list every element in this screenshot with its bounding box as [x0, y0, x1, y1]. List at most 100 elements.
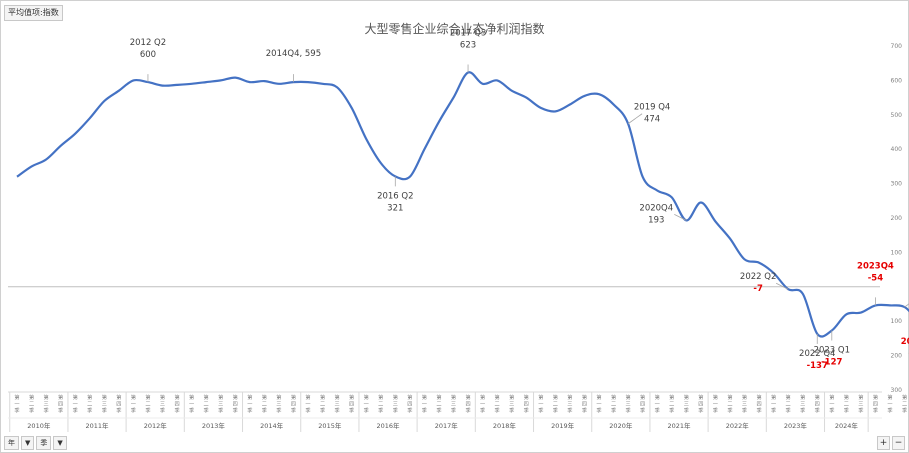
year-label: 2020年: [609, 421, 633, 430]
annotation-label: 2022 Q4: [799, 349, 835, 359]
x-tick-label: 第: [698, 393, 703, 401]
x-tick-label: 第: [378, 393, 383, 401]
x-tick-label: 第: [887, 393, 892, 401]
annotation-label: 600: [140, 50, 156, 60]
x-tick-label: 第: [276, 393, 281, 401]
year-label: 2015年: [318, 421, 342, 430]
x-tick-label: 一: [713, 402, 718, 408]
x-tick-label: 第: [29, 393, 34, 401]
chevron-down-icon[interactable]: ▼: [53, 436, 67, 450]
x-tick-label: 季: [145, 406, 150, 414]
x-tick-label: 季: [276, 406, 281, 414]
x-tick-label: 二: [87, 402, 92, 408]
x-tick-label: 第: [393, 393, 398, 401]
x-tick-label: 第: [509, 393, 514, 401]
year-filter-button[interactable]: 年: [4, 436, 19, 450]
year-label: 2016年: [377, 421, 401, 430]
x-tick-label: 四: [174, 401, 179, 408]
x-tick-label: 四: [233, 401, 238, 408]
expand-button[interactable]: +: [877, 436, 890, 450]
x-tick-label: 季: [189, 406, 194, 414]
filter-icon[interactable]: ▼: [21, 436, 35, 450]
x-tick-label: 第: [160, 393, 165, 401]
x-tick-label: 第: [73, 393, 78, 401]
x-tick-label: 三: [858, 401, 863, 408]
annotation-label: 2014Q4, 595: [266, 49, 321, 59]
x-tick-label: 第: [567, 393, 572, 401]
annotation-leader: [674, 214, 687, 221]
x-tick-label: 第: [291, 393, 296, 401]
x-tick-label: 二: [611, 402, 616, 408]
x-tick-label: 季: [698, 406, 703, 414]
x-tick-label: 季: [160, 406, 165, 414]
year-label: 2023年: [784, 421, 808, 430]
x-tick-label: 二: [320, 402, 325, 408]
x-tick-label: 第: [727, 393, 732, 401]
x-tick-label: 三: [742, 401, 747, 408]
x-tick-label: 一: [538, 402, 543, 408]
x-tick-label: 三: [102, 401, 107, 408]
x-tick-label: 第: [116, 393, 121, 401]
collapse-button[interactable]: −: [892, 436, 905, 450]
x-tick-label: 季: [451, 406, 456, 414]
y-tick-label: 100: [891, 249, 903, 256]
x-tick-label: 二: [378, 402, 383, 408]
x-tick-label: 第: [407, 393, 412, 401]
value-field-button[interactable]: 平均值项:指数: [4, 5, 63, 21]
annotation-label: -137: [807, 361, 828, 371]
x-tick-label: 季: [611, 406, 616, 414]
x-tick-label: 第: [640, 393, 645, 401]
x-tick-label: 三: [800, 401, 805, 408]
x-tick-label: 季: [625, 406, 630, 414]
x-tick-label: 第: [771, 393, 776, 401]
x-tick-label: 一: [14, 402, 19, 408]
x-tick-label: 季: [102, 406, 107, 414]
x-tick-label: 第: [58, 393, 63, 401]
x-tick-label: 季: [553, 406, 558, 414]
annotation-label: 623: [460, 40, 476, 50]
x-tick-label: 季: [567, 406, 572, 414]
x-tick-label: 季: [844, 406, 849, 414]
x-tick-label: 季: [422, 406, 427, 414]
x-tick-label: 一: [596, 402, 601, 408]
annotation-leader: [775, 282, 789, 290]
series-line: [16, 71, 909, 338]
year-label: 2022年: [726, 421, 750, 430]
x-tick-label: 季: [29, 406, 34, 414]
x-tick-label: 三: [276, 401, 281, 408]
x-tick-label: 第: [14, 393, 19, 401]
x-tick-label: 季: [131, 406, 136, 414]
year-label: 2021年: [668, 421, 692, 430]
x-tick-label: 二: [786, 402, 791, 408]
x-tick-label: 第: [669, 393, 674, 401]
quarter-filter-button[interactable]: 季: [36, 436, 52, 450]
x-tick-label: 第: [655, 393, 660, 401]
year-label: 2017年: [435, 421, 459, 430]
year-label: 2011年: [86, 421, 110, 430]
x-tick-label: 季: [218, 406, 223, 414]
x-tick-label: 一: [829, 402, 834, 408]
year-label: 2018年: [493, 421, 517, 430]
x-tick-label: 第: [305, 393, 310, 401]
annotation-label: 193: [648, 215, 664, 225]
x-tick-label: 三: [160, 401, 165, 408]
x-tick-label: 二: [29, 402, 34, 408]
x-tick-label: 季: [655, 406, 660, 414]
x-tick-label: 一: [247, 402, 252, 408]
x-tick-label: 一: [305, 402, 310, 408]
y-tick-label: 500: [891, 112, 903, 119]
annotation-label: 2020Q4: [639, 203, 673, 213]
x-tick-label: 第: [102, 393, 107, 401]
x-tick-label: 第: [189, 393, 194, 401]
x-tick-label: 二: [262, 402, 267, 408]
x-tick-label: 四: [291, 401, 296, 408]
x-tick-label: 二: [553, 402, 558, 408]
x-tick-label: 三: [393, 401, 398, 408]
x-tick-label: 第: [596, 393, 601, 401]
x-tick-label: 季: [465, 406, 470, 414]
x-tick-label: 季: [262, 406, 267, 414]
annotation-label: -7: [753, 284, 763, 294]
x-tick-label: 二: [495, 402, 500, 408]
x-tick-label: 季: [334, 406, 339, 414]
x-tick-label: 季: [407, 406, 412, 414]
